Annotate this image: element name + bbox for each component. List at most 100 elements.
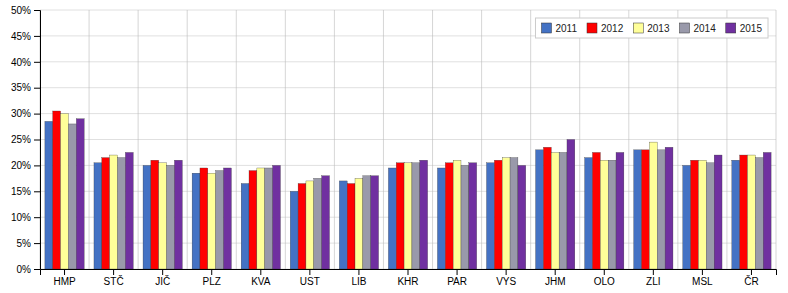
bar	[559, 152, 567, 269]
x-tick: MSL	[692, 269, 713, 287]
bar	[665, 147, 673, 269]
bar	[502, 158, 510, 269]
y-tick: 40%	[11, 57, 40, 68]
bar	[388, 168, 396, 269]
bar	[355, 178, 363, 269]
y-tick: 0%	[17, 264, 40, 275]
y-tick-label: 25%	[11, 134, 31, 145]
group-divider	[776, 10, 777, 269]
bar-series	[68, 124, 763, 269]
bar	[567, 140, 575, 270]
y-tick-mark	[34, 140, 40, 141]
bar	[208, 173, 216, 269]
bar	[200, 168, 208, 269]
bar	[763, 152, 771, 269]
bar	[487, 163, 495, 269]
x-tick-mark	[457, 269, 458, 275]
legend-swatch	[726, 23, 736, 33]
bar	[732, 160, 740, 269]
bar	[110, 155, 118, 269]
bars	[45, 111, 771, 269]
bar	[616, 152, 624, 269]
x-tick: OLO	[594, 269, 615, 287]
legend-item: 2011	[541, 23, 577, 34]
x-tick-label: ZLI	[646, 276, 660, 287]
group-divider	[89, 10, 90, 269]
y-tick-label: 10%	[11, 212, 31, 223]
x-axis: HMPSTČJIČPLZKVAUSTLIBKHRPARVYSJHMOLOZLIM…	[41, 269, 777, 287]
x-tick-mark	[751, 269, 752, 275]
bar	[634, 150, 642, 269]
y-tick: 50%	[11, 5, 40, 16]
bar	[53, 111, 61, 269]
x-tick: PAR	[447, 269, 467, 287]
bar	[102, 158, 110, 269]
x-tick-label: UST	[300, 276, 320, 287]
bar	[125, 152, 133, 269]
bar	[494, 160, 502, 269]
bar	[298, 184, 306, 269]
bar	[755, 158, 763, 269]
bar	[518, 165, 526, 269]
bar	[585, 158, 593, 269]
x-tick-mark	[702, 269, 703, 275]
bar	[453, 160, 461, 269]
legend-item: 2015	[726, 23, 763, 34]
bar	[76, 119, 84, 269]
y-tick-label: 5%	[17, 238, 32, 249]
bar	[714, 155, 722, 269]
y-tick-mark	[34, 243, 40, 244]
bar	[536, 150, 544, 269]
bar	[543, 147, 551, 269]
y-tick-label: 45%	[11, 31, 31, 42]
y-tick: 30%	[11, 108, 40, 119]
grid-line	[40, 10, 776, 11]
bar	[706, 163, 714, 269]
bar	[363, 176, 371, 269]
x-tick: JHM	[545, 269, 566, 287]
y-tick-label: 50%	[11, 5, 31, 16]
x-tick-label: ČR	[744, 275, 758, 287]
x-tick-mark	[113, 269, 114, 275]
bar	[68, 124, 76, 269]
x-tick-label: VYS	[496, 276, 516, 287]
x-tick: PLZ	[203, 269, 221, 287]
x-tick-label: MSL	[692, 276, 713, 287]
bar	[339, 181, 347, 269]
bar	[61, 114, 69, 269]
bar	[249, 171, 257, 269]
group-divider	[334, 10, 335, 269]
y-tick-mark	[34, 114, 40, 115]
x-tick-mark	[358, 269, 359, 275]
y-tick-mark	[34, 165, 40, 166]
y-tick-label: 20%	[11, 160, 31, 171]
y-tick: 45%	[11, 31, 40, 42]
y-tick-mark	[34, 217, 40, 218]
bar	[608, 160, 616, 269]
legend-label: 2015	[740, 23, 763, 34]
x-tick-mark	[309, 269, 310, 275]
bar-series	[53, 111, 748, 269]
bar	[347, 184, 355, 269]
x-tick-label: LIB	[351, 276, 366, 287]
group-divider	[579, 10, 580, 269]
legend-swatch	[541, 23, 551, 33]
bar	[45, 121, 53, 269]
bar	[273, 165, 281, 269]
group-divider	[138, 10, 139, 269]
group-divider	[285, 10, 286, 269]
bar	[265, 168, 273, 269]
x-tick: ČR	[744, 269, 758, 287]
y-tick-mark	[34, 88, 40, 89]
chart: 0%5%10%15%20%25%30%35%40%45%50%HMPSTČJIČ…	[0, 0, 788, 293]
bar	[216, 171, 224, 269]
y-tick-mark	[34, 36, 40, 37]
bar	[412, 163, 420, 269]
grid	[40, 10, 776, 269]
bar	[159, 163, 167, 269]
x-tick-label: PAR	[447, 276, 467, 287]
bar	[420, 160, 428, 269]
bar-series	[45, 121, 740, 269]
group-divider	[187, 10, 188, 269]
x-tick: UST	[300, 269, 320, 287]
